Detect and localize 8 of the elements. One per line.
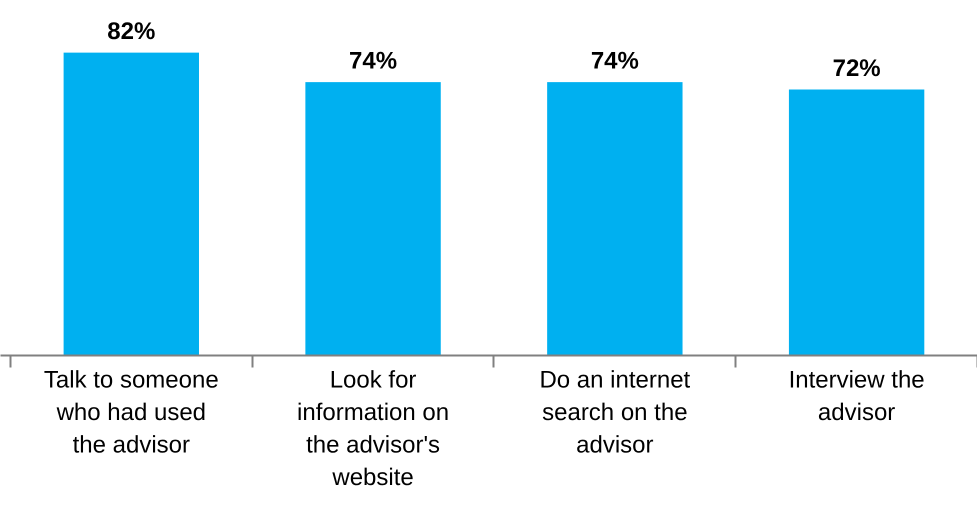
data-label: 82% <box>107 18 156 46</box>
x-tick-label: Interview the advisor <box>788 366 925 426</box>
x-tick-label: Do an internet search on the advisor <box>539 366 691 458</box>
data-label: 74% <box>349 48 398 75</box>
data-label: 74% <box>590 48 639 75</box>
x-tick-label: Look for information on the advisor's website <box>297 366 450 491</box>
x-tick-label: Talk to someone who had used the advisor <box>44 366 219 458</box>
data-label: 72% <box>832 55 881 82</box>
